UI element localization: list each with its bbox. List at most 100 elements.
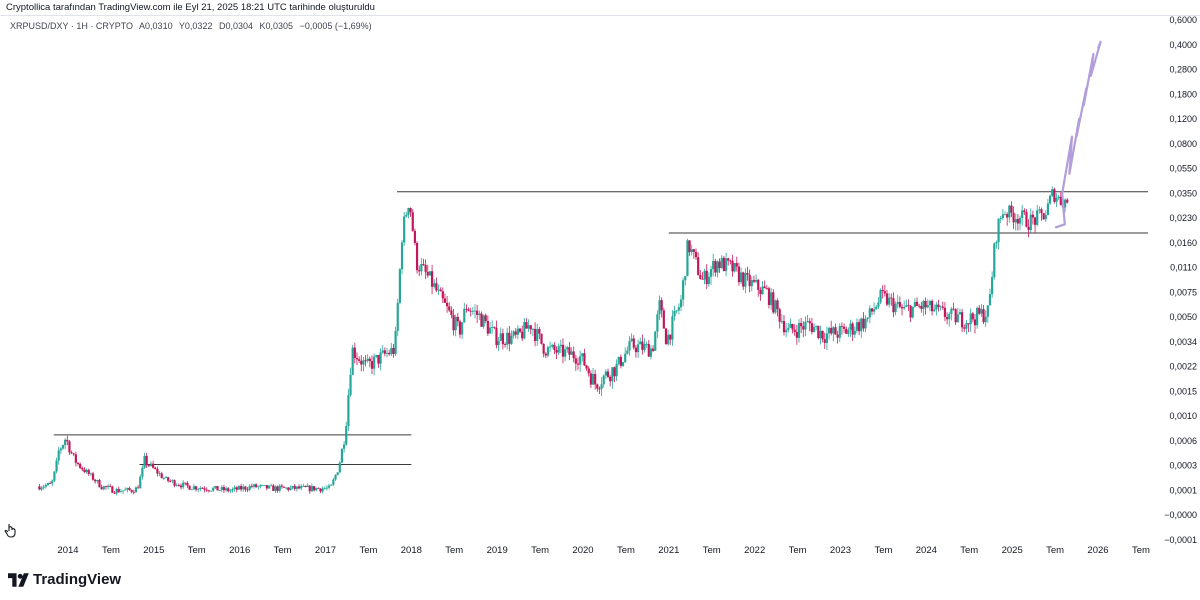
candle-body [877,302,880,307]
candle-body [948,313,951,320]
candle-body [1010,205,1013,213]
candle-body [789,324,792,328]
x-tick-label: Tem [617,545,635,556]
y-tick-label: 0,4000 [1169,40,1197,50]
candle-body [270,485,273,487]
candle-body [272,485,275,491]
candle-body [823,339,826,343]
candle-body [424,264,427,272]
candle-body [688,240,691,253]
candle-body [68,441,71,453]
candle-body [922,301,925,309]
candle-body [819,330,822,339]
candle-body [499,333,502,341]
candle-body [111,486,114,493]
candle-body [767,288,771,306]
candle-body [362,360,365,365]
candle-body [370,361,374,369]
candle-body [802,326,805,330]
candle-body [583,353,586,366]
candle-body [297,486,301,489]
candle-body [933,309,936,312]
candle-body [439,289,442,292]
candle-body [437,289,440,291]
candle-body [817,325,820,339]
candle-body [420,263,423,272]
candle-body [1021,210,1024,218]
candle-body [327,485,331,488]
legend-symbol[interactable]: XRPUSD/DXY · 1H · CRYPTO [10,21,134,31]
candle-body [971,313,974,320]
candle-body [613,367,616,377]
candle-body [415,242,419,271]
candle-body [920,306,923,309]
hand-cursor-icon[interactable] [4,522,18,538]
candle-body [606,371,610,377]
candle-body [182,482,185,488]
candle-body [79,463,82,468]
candle-body [152,463,155,468]
candle-body [675,310,678,312]
candle-body [834,327,837,335]
candle-body [121,490,125,492]
candle-body [1036,210,1039,225]
candle-body [958,312,962,315]
candle-body [471,310,474,312]
y-tick-label: 0,0800 [1169,139,1197,149]
candle-body [656,314,659,332]
candle-body [793,329,796,332]
x-tick-label: 2015 [143,545,164,556]
candle-body [621,362,625,366]
candle-body [671,316,674,340]
candle-body [385,352,389,354]
x-tick-label: Tem [703,545,721,556]
candle-body [394,331,397,354]
candle-body [540,333,543,344]
y-tick-label: −0,0001 [1164,535,1197,545]
y-axis[interactable]: 0,6000 0,4000 0,2800 0,1800 0,1200 0,0800 0,05… [1164,15,1197,545]
candle-body [259,485,262,487]
candle-body [100,487,103,490]
candle-body [701,278,704,280]
candle-body [679,299,683,308]
candle-body [894,303,897,313]
candle-body [169,480,172,482]
x-axis[interactable]: 2014 Tem 2015 Tem 2016 Tem 2017 Tem 2018 Tem 2019 T… [57,545,1150,556]
candle-body [1025,212,1028,227]
candle-body [935,304,938,310]
candle-body [443,298,447,303]
candle-body [943,307,947,317]
candle-body [413,230,417,243]
candle-body [235,487,238,490]
candle-body [497,340,500,346]
x-tick-label: Tem [1046,545,1064,556]
candle-body [89,473,92,475]
candle-body [49,483,52,484]
candle-body [351,347,354,375]
candle-body [282,486,286,488]
candle-body [244,486,247,490]
candle-body [355,358,359,360]
candle-body [669,334,672,340]
legend-open: A0,0310 [139,21,173,31]
candle-body [257,486,260,488]
candle-body [555,349,558,353]
candle-body [551,344,554,347]
legend-close: K0,0305 [259,21,294,31]
candle-body [220,487,223,490]
candle-body [718,261,721,268]
x-tick-label: 2014 [57,545,78,556]
tradingview-brand[interactable]: TradingView [8,571,121,588]
candle-body [686,240,689,277]
candle-body [600,384,603,389]
candle-body [141,467,144,477]
y-tick-label: 0,0015 [1169,386,1197,396]
candle-body [926,305,929,308]
candle-body [643,344,646,350]
candle-body [591,373,595,385]
candle-body [795,331,798,338]
candle-body [461,322,464,335]
candle-body [184,482,187,484]
candle-body [651,348,655,351]
